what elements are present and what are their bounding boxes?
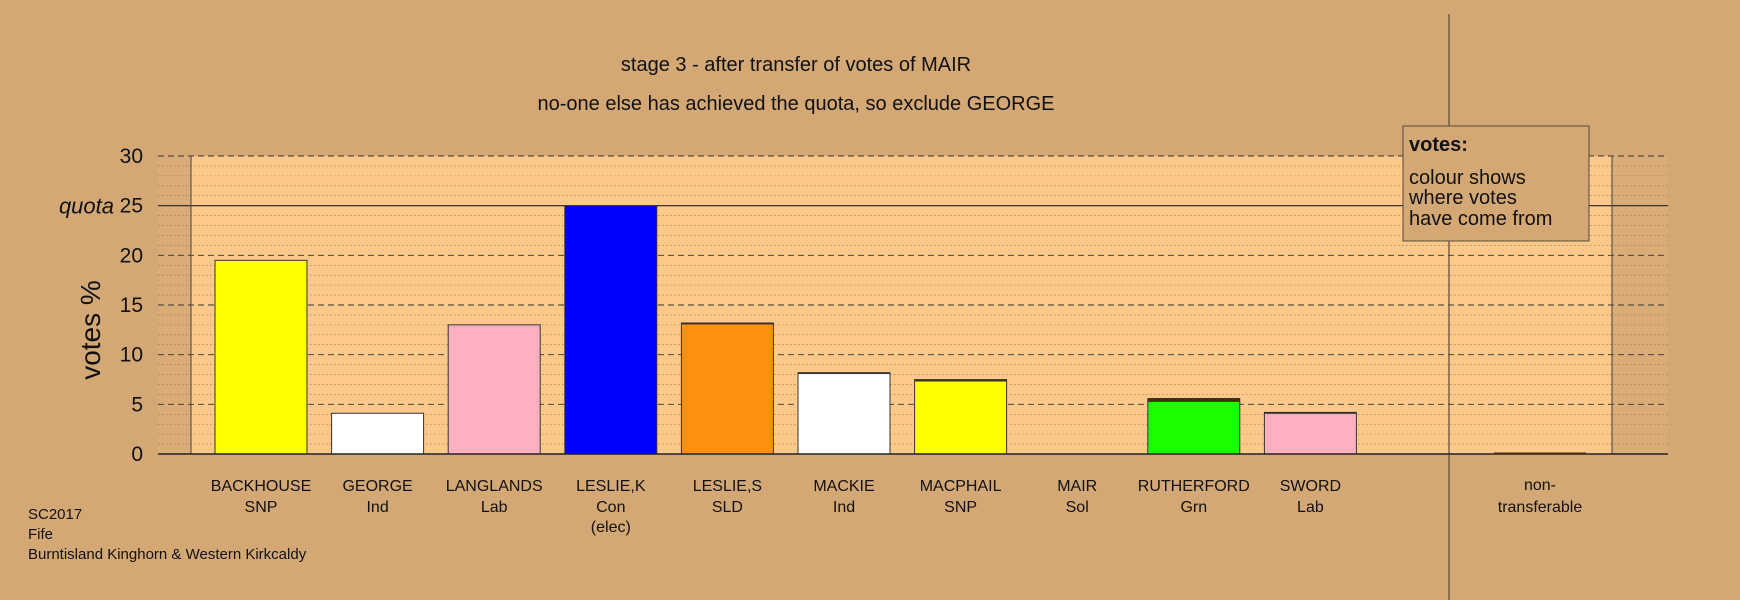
candidate-name: MACKIE: [813, 478, 874, 495]
bar: [797, 373, 891, 455]
candidate-name: MACPHAIL: [920, 478, 1002, 495]
y-tick-label: 5: [131, 393, 143, 416]
y-tick-label: 0: [131, 443, 143, 466]
candidate-party: Sol: [1066, 499, 1089, 516]
non-transferable-bar: [1494, 452, 1586, 454]
quota-label: quota: [59, 194, 114, 219]
bar: [914, 380, 1008, 455]
candidate-name: LESLIE,S: [693, 478, 762, 495]
non-transferable-label: non-: [1524, 477, 1556, 494]
y-axis-label: votes %: [75, 280, 106, 380]
bar: [331, 412, 425, 455]
y-tick-label: 10: [120, 344, 143, 367]
legend-line: have come from: [1409, 208, 1552, 230]
transfer-segment: [1264, 411, 1357, 414]
legend-frame: [1402, 125, 1590, 242]
candidate-party: Con: [596, 499, 625, 516]
candidate-party: SNP: [245, 499, 278, 516]
bars: [158, 205, 1668, 455]
candidate-party: Ind: [366, 499, 388, 516]
chart-title: stage 3 - after transfer of votes of MAI…: [621, 54, 971, 76]
x-axis-labels: BACKHOUSE SNP GEORGE Ind LANGLANDS Lab LESLIE,…: [211, 477, 1583, 536]
bar: [214, 259, 308, 455]
candidate-party: Ind: [833, 499, 855, 516]
candidate-name: SWORD: [1280, 478, 1341, 495]
candidate-name: BACKHOUSE: [211, 478, 311, 495]
footer-line: Fife: [28, 526, 53, 543]
transfer-segment: [681, 322, 774, 325]
chart-subtitle: no-one else has achieved the quota, so e…: [538, 93, 1055, 115]
legend-box: votes: colour shows where votes have com…: [1402, 125, 1590, 242]
candidate-party: SLD: [712, 499, 743, 516]
transfer-segment: [797, 372, 891, 374]
candidate-name: MAIR: [1057, 478, 1097, 495]
bar: [1147, 400, 1241, 455]
bar: [564, 205, 658, 455]
legend-line: colour shows: [1409, 167, 1526, 189]
non-transferable-label: transferable: [1498, 499, 1583, 516]
footer: SC2017 Fife Burntisland Kinghorn & Weste…: [28, 506, 307, 563]
y-tick-label: 20: [120, 244, 143, 267]
footer-line: SC2017: [28, 506, 82, 523]
candidate-name: LANGLANDS: [446, 478, 543, 495]
transfer-segment: [914, 379, 1007, 382]
candidate-party: Grn: [1180, 499, 1207, 516]
legend-line: where votes: [1408, 187, 1517, 209]
y-axis: 0 5 10 15 20 25 30 quota: [59, 145, 143, 466]
candidate-party: SNP: [944, 499, 977, 516]
candidate-name: LESLIE,K: [576, 478, 646, 495]
candidate-party: Lab: [1297, 499, 1324, 516]
candidate-note: (elec): [591, 519, 631, 536]
y-tick-label: 25: [120, 195, 143, 218]
bar: [447, 324, 541, 455]
candidate-party: Lab: [481, 499, 508, 516]
transfer-segment: [1147, 397, 1241, 402]
bar: [1263, 412, 1357, 455]
legend-heading: votes:: [1409, 134, 1468, 156]
y-tick-label: 30: [120, 145, 143, 168]
bar: [680, 323, 774, 455]
candidate-name: GEORGE: [342, 478, 412, 495]
footer-line: Burntisland Kinghorn & Western Kirkcaldy: [28, 546, 307, 563]
y-tick-label: 15: [120, 294, 143, 317]
candidate-name: RUTHERFORD: [1138, 478, 1250, 495]
